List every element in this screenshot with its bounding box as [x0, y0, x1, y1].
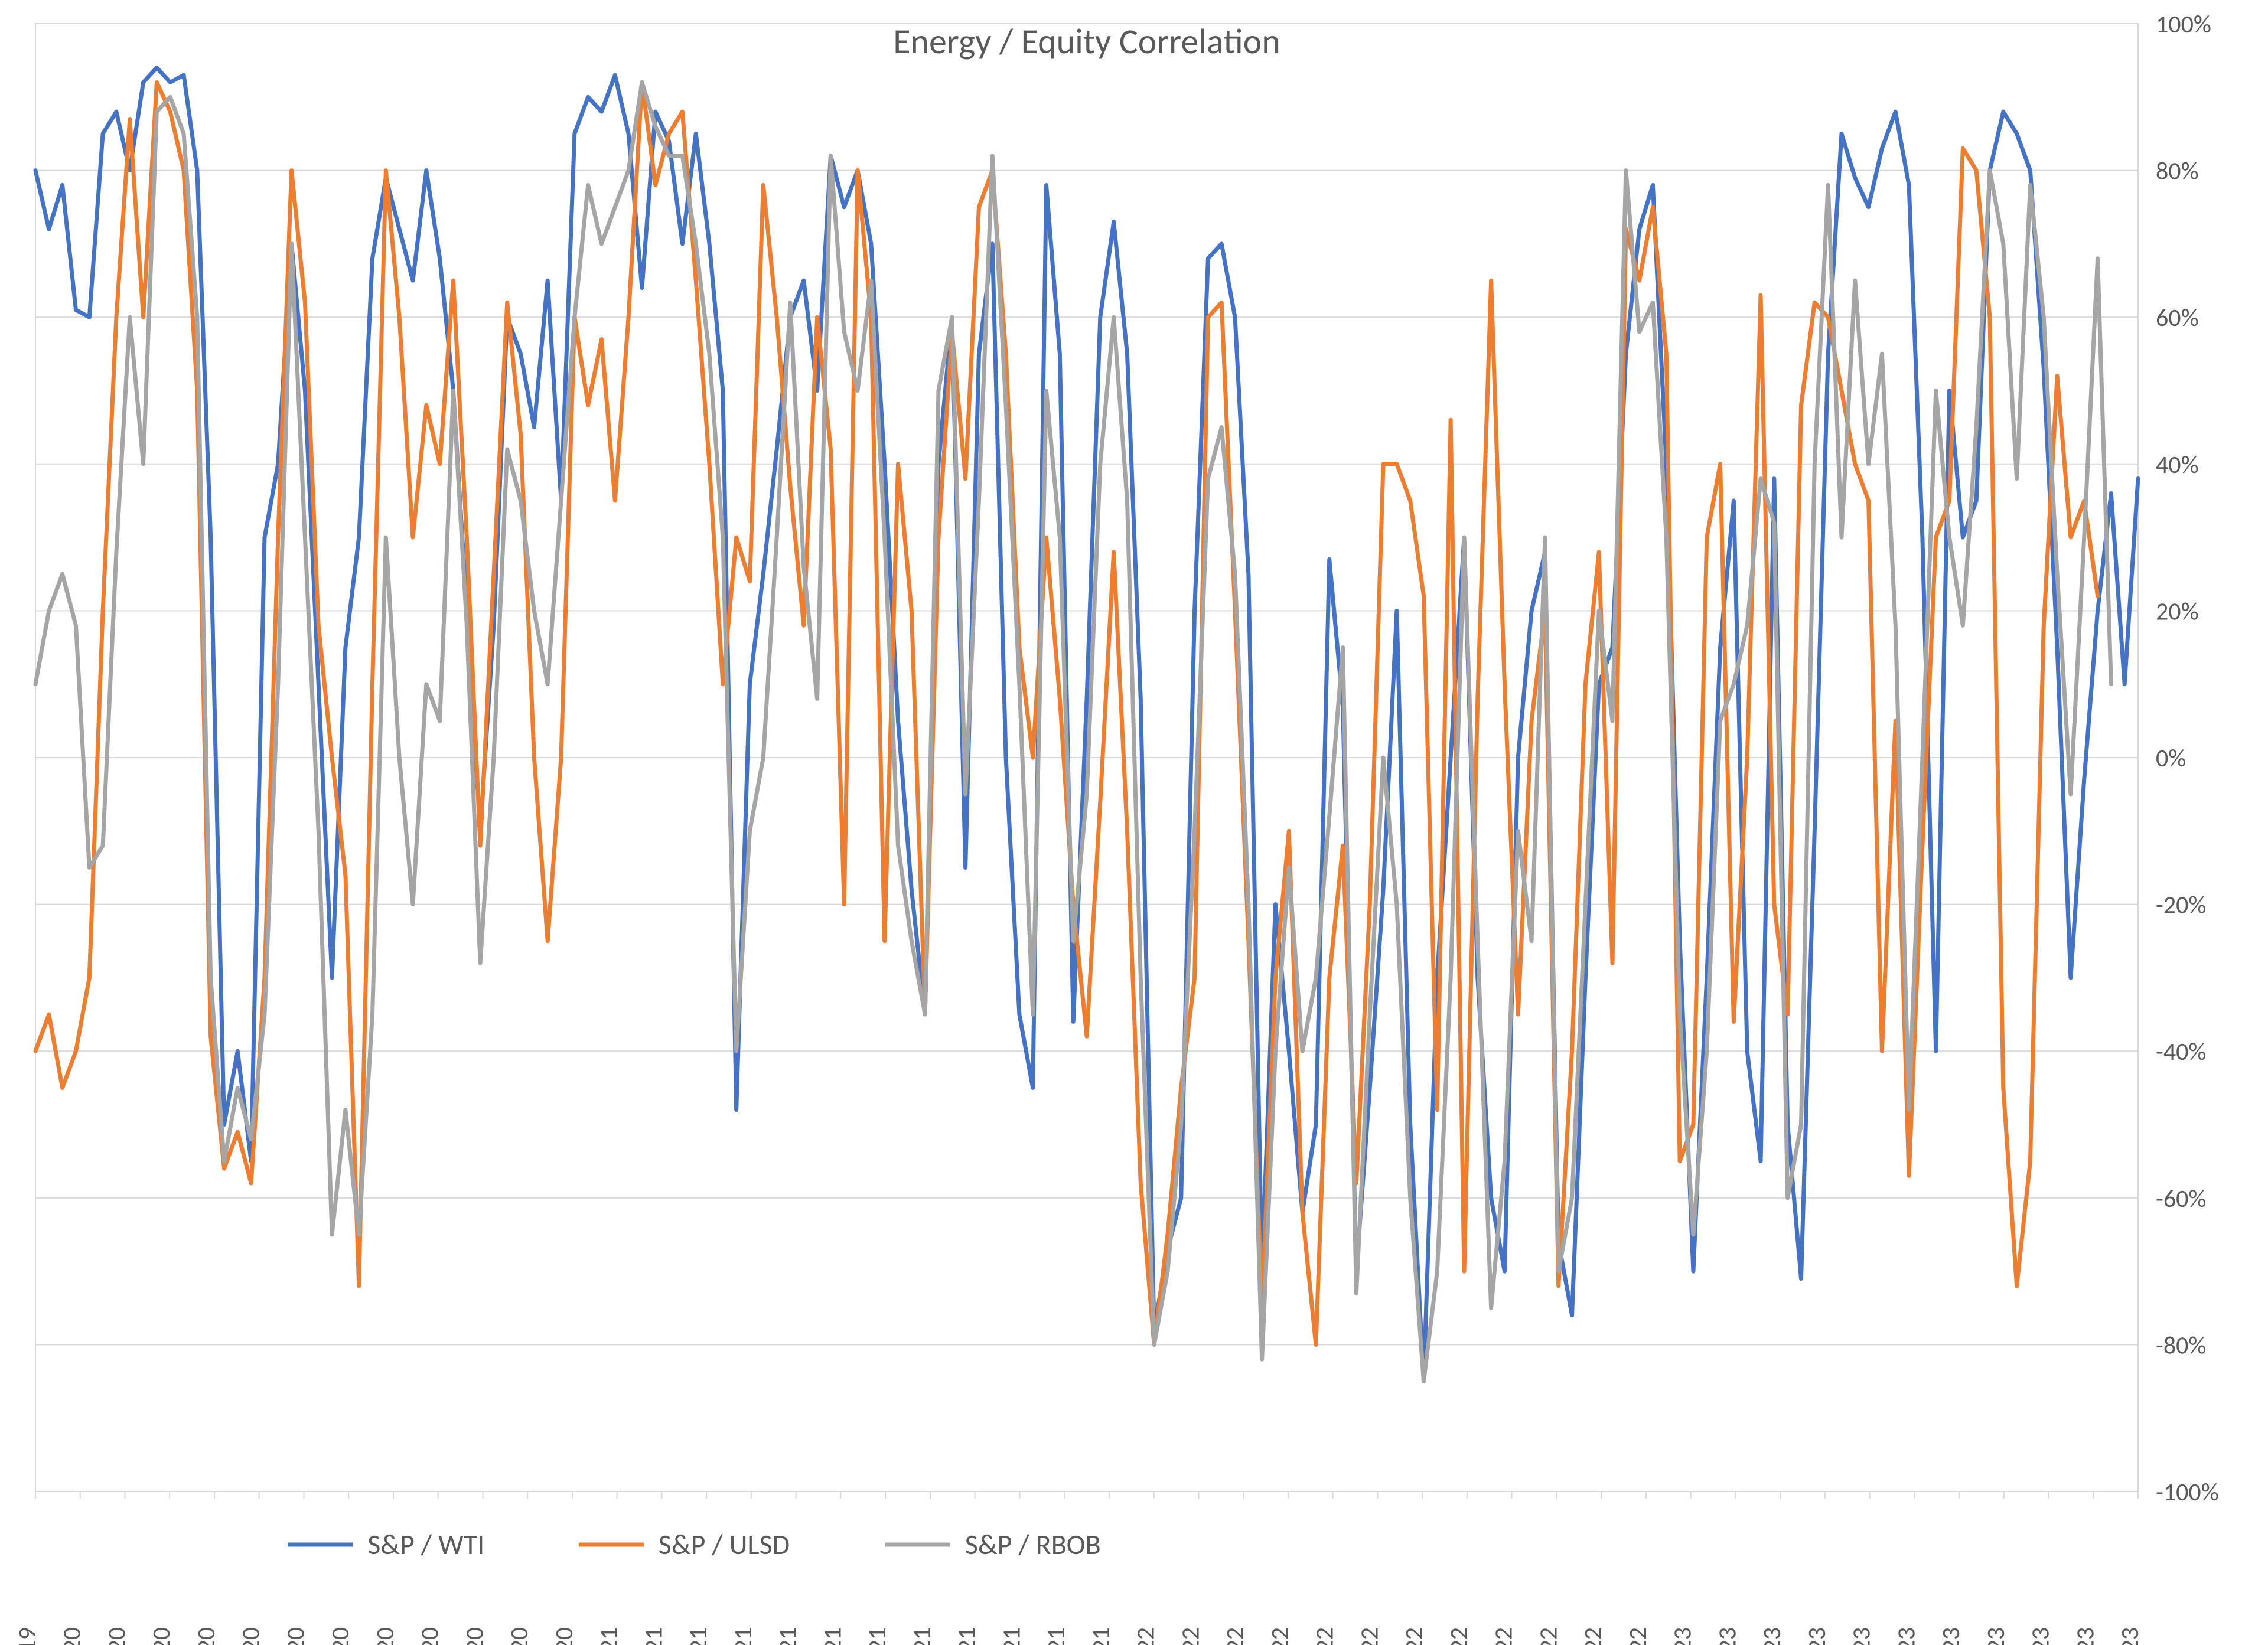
x-tick-label: J-21: [817, 1627, 848, 1645]
x-tick-label: J-21: [862, 1627, 892, 1645]
y-tick-label: 60%: [2156, 303, 2199, 333]
x-tick-label: J-23: [1668, 1627, 1698, 1645]
x-tick-label: J-20: [281, 1627, 311, 1645]
legend-label: S&P / ULSD: [659, 1527, 790, 1562]
x-tick-label: O-20: [460, 1627, 490, 1645]
y-tick-label: -60%: [2156, 1184, 2206, 1214]
chart-container: -100% -80% -60% -40% -20% 0% 20% 40% 60% 80% 100% D…: [0, 0, 2268, 1645]
y-tick-label: -40%: [2156, 1037, 2206, 1067]
x-tick-label: N-23: [2115, 1627, 2145, 1645]
x-tick-label: D-22: [1623, 1627, 1653, 1645]
x-tick-label: A-21: [907, 1627, 937, 1645]
x-tick-label: O-21: [996, 1627, 1027, 1645]
x-tick-label: A-20: [191, 1627, 221, 1645]
chart-title: Energy / Equity Correlation: [893, 20, 1280, 63]
x-tick-label: D-19: [12, 1627, 43, 1645]
legend-label: S&P / RBOB: [965, 1527, 1101, 1562]
correlation-line-chart: -100% -80% -60% -40% -20% 0% 20% 40% 60% 80% 100% D…: [0, 0, 2268, 1645]
x-tick-label: M-20: [236, 1627, 266, 1645]
x-tick-label: J-23: [1891, 1627, 1921, 1645]
x-tick-label: N-22: [1578, 1627, 1608, 1645]
x-tick-label: J-22: [1399, 1627, 1429, 1645]
y-tick-label: 40%: [2156, 450, 2199, 480]
x-tick-label: D-21: [1086, 1627, 1116, 1645]
x-tick-label: A-21: [728, 1627, 758, 1645]
x-tick-label: O-23: [2070, 1627, 2100, 1645]
y-tick-label: 0%: [2156, 743, 2186, 773]
x-tick-label: N-20: [504, 1627, 535, 1645]
y-tick-label: -100%: [2156, 1477, 2219, 1507]
x-tick-label: A-22: [1265, 1627, 1295, 1645]
x-tick-label: M-21: [773, 1627, 803, 1645]
x-tick-label: S-20: [415, 1627, 445, 1645]
x-tick-label: M-23: [1847, 1627, 1877, 1645]
x-tick-label: F-21: [638, 1627, 669, 1645]
x-tick-label: J-22: [1354, 1627, 1384, 1645]
x-tick-label: M-21: [683, 1627, 713, 1645]
x-tick-label: N-21: [1041, 1627, 1071, 1645]
x-tick-label: M-20: [146, 1627, 177, 1645]
x-tick-label: A-22: [1444, 1627, 1474, 1645]
x-tick-label: J-21: [594, 1627, 624, 1645]
x-tick-label: O-22: [1533, 1627, 1563, 1645]
x-tick-label: A-23: [1802, 1627, 1832, 1645]
x-tick-label: F-22: [1175, 1627, 1205, 1645]
x-tick-label: F-23: [1712, 1627, 1742, 1645]
y-tick-label: -80%: [2156, 1330, 2206, 1360]
x-tick-label: J-20: [57, 1627, 87, 1645]
x-tick-label: M-22: [1310, 1627, 1340, 1645]
x-tick-label: S-21: [952, 1627, 982, 1645]
x-tick-label: A-20: [370, 1627, 400, 1645]
y-tick-label: -20%: [2156, 890, 2206, 921]
x-tick-label: M-22: [1220, 1627, 1250, 1645]
y-tick-label: 80%: [2156, 156, 2199, 187]
legend-label: S&P / WTI: [367, 1527, 484, 1562]
x-tick-label: D-20: [549, 1627, 579, 1645]
x-tick-label: J-20: [325, 1627, 356, 1645]
x-tick-label: F-20: [102, 1627, 132, 1645]
x-tick-label: S-23: [2026, 1627, 2056, 1645]
x-tick-label: M-23: [1757, 1627, 1787, 1645]
x-tick-label: S-22: [1489, 1627, 1519, 1645]
y-tick-label: 20%: [2156, 596, 2199, 626]
y-tick-label: 100%: [2156, 9, 2211, 40]
x-tick-label: J-22: [1131, 1627, 1161, 1645]
x-tick-label: J-23: [1936, 1627, 1966, 1645]
x-tick-label: A-23: [1981, 1627, 2011, 1645]
